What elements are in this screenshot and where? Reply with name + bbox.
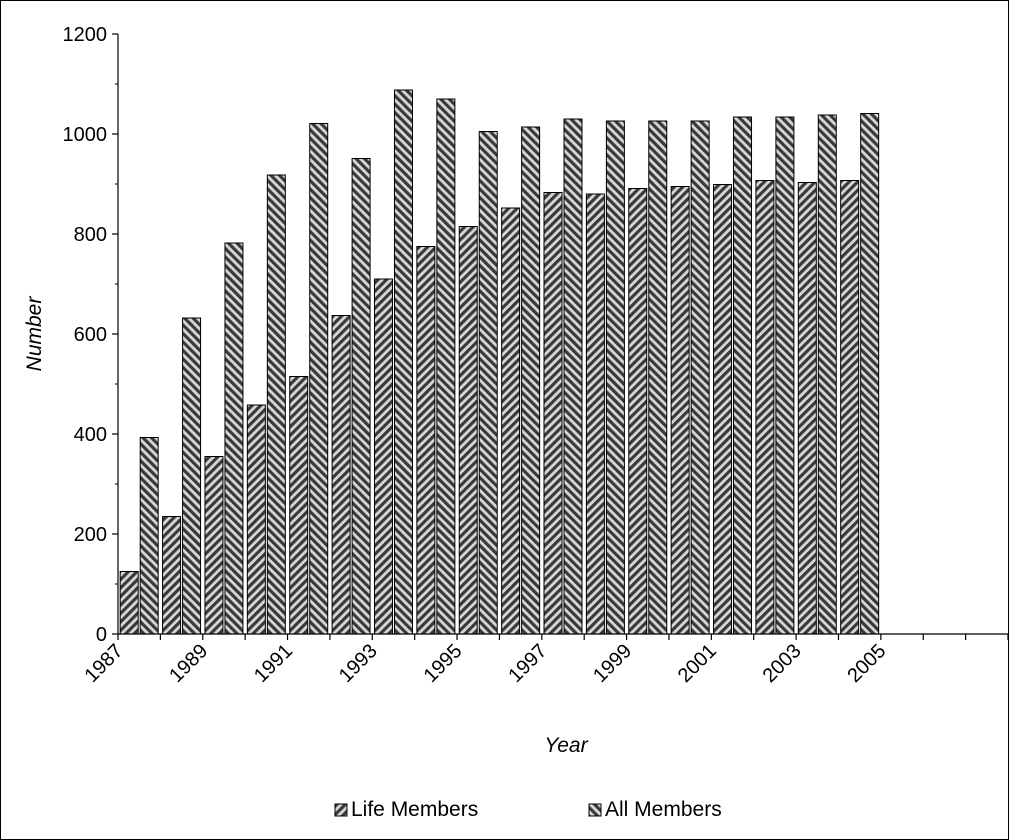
bar-life-members: [501, 207, 521, 635]
y-tick-label: 400: [74, 424, 107, 446]
y-tick-label: 0: [96, 624, 107, 646]
bar-all-members: [393, 89, 413, 635]
bar-life-members: [713, 184, 733, 635]
legend-swatch-all-members: [588, 803, 602, 817]
bar-life-members: [543, 192, 563, 635]
bar-life-members: [628, 188, 648, 635]
bar-life-members: [204, 456, 224, 635]
x-tick-label: 2001: [674, 640, 721, 687]
y-tick-label: 800: [74, 224, 107, 246]
bar-life-members: [119, 571, 139, 635]
bar-all-members: [817, 114, 837, 635]
bar-all-members: [648, 120, 668, 635]
bar-all-members: [309, 123, 329, 635]
bar-all-members: [521, 126, 541, 635]
x-tick-label: 1995: [420, 640, 467, 687]
legend-label-all-members: All Members: [605, 798, 722, 821]
x-tick-label: 1997: [504, 640, 551, 687]
bar-life-members: [797, 182, 817, 635]
x-tick-label: 1987: [81, 640, 128, 687]
bars-group: [119, 89, 880, 635]
bar-all-members: [733, 116, 753, 635]
legend-swatch-life-members: [334, 803, 348, 817]
bar-all-members: [351, 158, 371, 635]
bar-all-members: [436, 98, 456, 635]
bar-life-members: [246, 404, 266, 635]
y-tick-label: 1000: [63, 124, 108, 146]
x-tick-label: 1989: [165, 640, 212, 687]
legend-label-life-members: Life Members: [351, 798, 478, 821]
bar-life-members: [458, 226, 478, 635]
bar-life-members: [162, 516, 182, 635]
y-ticks-group: 0 200 400 600 800 1000 1200: [63, 24, 118, 646]
x-ticks-group: 1987 1989 1991 1993 1995 1997 1999 2001 2003 2005: [81, 634, 1008, 687]
y-tick-label: 200: [74, 524, 107, 546]
y-axis-title: Number: [23, 296, 46, 372]
bar-all-members: [139, 437, 159, 635]
bar-life-members: [416, 246, 436, 635]
bar-all-members: [266, 174, 286, 635]
legend: Life Members All Members: [334, 798, 722, 821]
x-tick-label: 1999: [589, 640, 636, 687]
bar-life-members: [331, 315, 351, 635]
bar-all-members: [690, 120, 710, 635]
y-tick-label: 600: [74, 324, 107, 346]
bar-life-members: [585, 193, 605, 635]
bar-life-members: [289, 376, 309, 635]
bar-all-members: [224, 242, 244, 635]
bar-life-members: [840, 180, 860, 635]
bar-all-members: [478, 131, 498, 635]
x-tick-label: 1991: [250, 640, 297, 687]
y-tick-label: 1200: [63, 24, 108, 46]
x-tick-label: 1993: [335, 640, 382, 687]
x-axis-title: Year: [544, 734, 588, 757]
bar-life-members: [755, 180, 775, 635]
bar-all-members: [775, 116, 795, 635]
bar-all-members: [860, 113, 880, 635]
bar-life-members: [670, 186, 690, 635]
x-tick-label: 2003: [759, 640, 806, 687]
bar-all-members: [563, 118, 583, 635]
x-tick-label: 2005: [843, 640, 890, 687]
bar-all-members: [605, 120, 625, 635]
bar-life-members: [373, 278, 393, 635]
bar-all-members: [182, 317, 202, 635]
